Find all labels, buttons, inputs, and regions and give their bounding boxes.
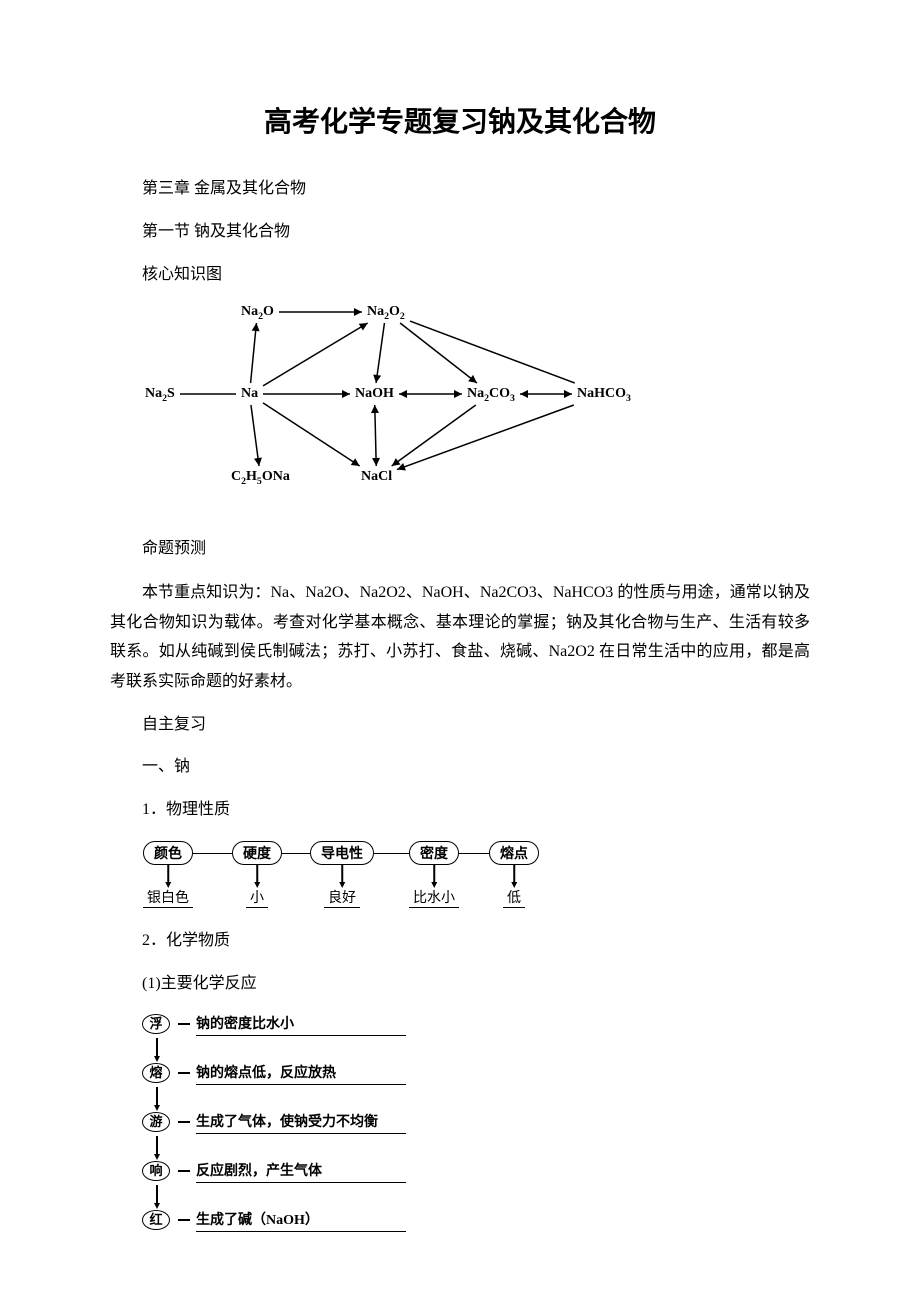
network-node: Na2O2 bbox=[364, 303, 408, 321]
property-box: 密度 bbox=[409, 841, 459, 865]
property-value: 银白色 bbox=[143, 887, 193, 908]
down-arrow-icon bbox=[433, 865, 435, 883]
network-node: Na2S bbox=[142, 385, 178, 403]
connector-line bbox=[178, 1170, 190, 1172]
heading-prediction: 命题预测 bbox=[110, 535, 810, 564]
network-node: NaCl bbox=[358, 468, 395, 486]
network-node: C2H5ONa bbox=[228, 468, 293, 486]
reaction-label: 生成了气体，使钠受力不均衡 bbox=[196, 1111, 406, 1134]
network-node: NaOH bbox=[352, 385, 397, 403]
down-arrow-icon bbox=[156, 1136, 158, 1156]
connector-line bbox=[374, 853, 409, 855]
reaction-char-bubble: 游 bbox=[142, 1112, 170, 1132]
down-arrow-icon bbox=[256, 865, 258, 883]
reaction-char-bubble: 熔 bbox=[142, 1063, 170, 1083]
reaction-label: 反应剧烈，产生气体 bbox=[196, 1160, 406, 1183]
heading-knowledge: 核心知识图 bbox=[110, 261, 810, 290]
sec1-2-heading: 2．化学物质 bbox=[110, 927, 810, 956]
connector-line bbox=[178, 1023, 190, 1025]
property-box: 硬度 bbox=[232, 841, 282, 865]
heading-selfreview: 自主复习 bbox=[110, 711, 810, 740]
reaction-label: 钠的密度比水小 bbox=[196, 1013, 406, 1036]
connector-line bbox=[193, 853, 232, 855]
reaction-row: 熔 钠的熔点低，反应放热 bbox=[142, 1062, 462, 1085]
down-arrow-icon bbox=[341, 865, 343, 883]
property-box: 导电性 bbox=[310, 841, 374, 865]
sec1-2-1-heading: (1)主要化学反应 bbox=[110, 970, 810, 999]
page-title: 高考化学专题复习钠及其化合物 bbox=[110, 100, 810, 140]
down-arrow-icon bbox=[167, 865, 169, 883]
down-arrow-icon bbox=[156, 1038, 158, 1058]
connector-line bbox=[178, 1219, 190, 1221]
prediction-body: 本节重点知识为：Na、Na2O、Na2O2、NaOH、Na2CO3、NaHCO3… bbox=[110, 578, 810, 696]
reaction-row: 红 生成了碱（NaOH） bbox=[142, 1209, 462, 1232]
down-arrow-icon bbox=[156, 1087, 158, 1107]
network-node: Na bbox=[238, 385, 261, 403]
network-node: Na2O bbox=[238, 303, 277, 321]
connector-line bbox=[178, 1072, 190, 1074]
property-value: 比水小 bbox=[409, 887, 459, 908]
reaction-row: 响 反应剧烈，产生气体 bbox=[142, 1160, 462, 1183]
property-value: 低 bbox=[503, 887, 525, 908]
down-arrow-icon bbox=[513, 865, 515, 883]
network-node: Na2CO3 bbox=[464, 385, 518, 403]
reaction-label: 钠的熔点低，反应放热 bbox=[196, 1062, 406, 1085]
down-arrow-icon bbox=[156, 1185, 158, 1205]
property-box: 颜色 bbox=[143, 841, 193, 865]
section-line: 第一节 钠及其化合物 bbox=[110, 218, 810, 247]
network-node: NaHCO3 bbox=[574, 385, 634, 403]
reaction-char-bubble: 响 bbox=[142, 1161, 170, 1181]
sec1-heading: 一、钠 bbox=[110, 753, 810, 782]
reaction-row: 游 生成了气体，使钠受力不均衡 bbox=[142, 1111, 462, 1134]
chapter-line: 第三章 金属及其化合物 bbox=[110, 175, 810, 204]
property-value: 良好 bbox=[324, 887, 360, 908]
reaction-label: 生成了碱（NaOH） bbox=[196, 1209, 406, 1232]
reaction-flow-diagram: 浮 钠的密度比水小熔 钠的熔点低，反应放热游 生成了气体，使钠受力不均衡响 反应剧烈，产… bbox=[142, 1013, 462, 1232]
connector-line bbox=[178, 1121, 190, 1123]
property-value: 小 bbox=[246, 887, 268, 908]
reaction-row: 浮 钠的密度比水小 bbox=[142, 1013, 462, 1036]
network-edges-svg bbox=[142, 303, 662, 503]
physical-properties-diagram: 颜色银白色 硬度小 导电性良好 密度比水小 熔点低 bbox=[142, 839, 562, 909]
reaction-char-bubble: 红 bbox=[142, 1210, 170, 1230]
connector-line bbox=[282, 853, 310, 855]
connector-line bbox=[459, 853, 489, 855]
reaction-char-bubble: 浮 bbox=[142, 1014, 170, 1034]
sec1-1-heading: 1．物理性质 bbox=[110, 796, 810, 825]
compound-network-diagram: Na2O Na2O2 Na2S Na NaOH Na2CO3 NaHCO3 C2H5ONa Na… bbox=[142, 303, 662, 503]
property-box: 熔点 bbox=[489, 841, 539, 865]
